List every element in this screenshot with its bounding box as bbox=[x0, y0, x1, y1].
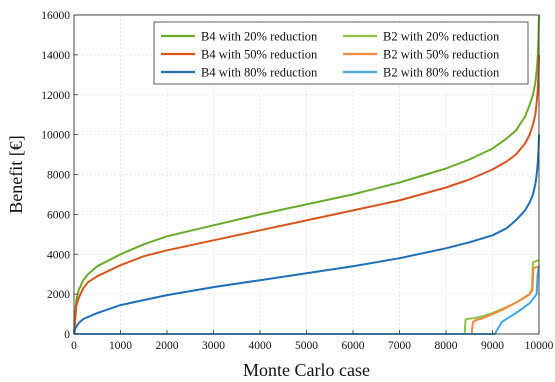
x-tick-label: 4000 bbox=[249, 340, 272, 352]
y-tick-label: 16000 bbox=[41, 10, 70, 22]
y-tick-label: 10000 bbox=[41, 130, 70, 142]
legend-label: B4 with 20% reduction bbox=[201, 30, 318, 44]
legend-box bbox=[153, 21, 529, 85]
legend: B4 with 20% reduction B2 with 20% reducti… bbox=[153, 21, 529, 85]
x-tick-label: 0 bbox=[71, 340, 77, 352]
x-tick-label: 7000 bbox=[388, 340, 411, 352]
legend-label: B4 with 50% reduction bbox=[201, 48, 318, 62]
series-line-1 bbox=[73, 14, 540, 335]
legend-label: B4 with 80% reduction bbox=[201, 66, 318, 80]
y-tick-label: 6000 bbox=[47, 209, 70, 221]
x-axis-title: Monte Carlo case bbox=[243, 360, 370, 380]
x-tick-label: 9000 bbox=[481, 340, 504, 352]
series-line-5 bbox=[73, 134, 540, 335]
x-tick-label: 5000 bbox=[295, 340, 318, 352]
x-tick-label: 8000 bbox=[435, 340, 458, 352]
y-tick-label: 8000 bbox=[47, 170, 70, 182]
y-axis-title: Benefit [€] bbox=[6, 135, 26, 213]
legend-label: B2 with 20% reduction bbox=[383, 30, 500, 44]
x-tick-label: 1000 bbox=[109, 340, 132, 352]
x-tick-label: 3000 bbox=[202, 340, 225, 352]
series-layer bbox=[73, 14, 540, 335]
y-tick-label: 12000 bbox=[41, 90, 70, 102]
y-tick-label: 0 bbox=[64, 329, 70, 341]
x-axis-ticks: 0 1000 2000 3000 4000 5000 6000 7000 8000 9000 100… bbox=[71, 330, 554, 352]
series-line-6 bbox=[74, 266, 540, 335]
series-line-3 bbox=[73, 54, 540, 335]
x-tick-label: 2000 bbox=[156, 340, 179, 352]
legend-label: B2 with 80% reduction bbox=[383, 66, 500, 80]
y-tick-label: 2000 bbox=[47, 289, 70, 301]
y-tick-label: 4000 bbox=[47, 249, 70, 261]
y-tick-label: 14000 bbox=[41, 50, 70, 62]
x-tick-label: 6000 bbox=[342, 340, 365, 352]
legend-label: B2 with 50% reduction bbox=[383, 48, 500, 62]
series-line-4 bbox=[74, 265, 540, 335]
x-tick-label: 10000 bbox=[525, 340, 554, 352]
y-axis-ticks: 0 2000 4000 6000 8000 10000 12000 14000 16000 bbox=[41, 10, 78, 341]
